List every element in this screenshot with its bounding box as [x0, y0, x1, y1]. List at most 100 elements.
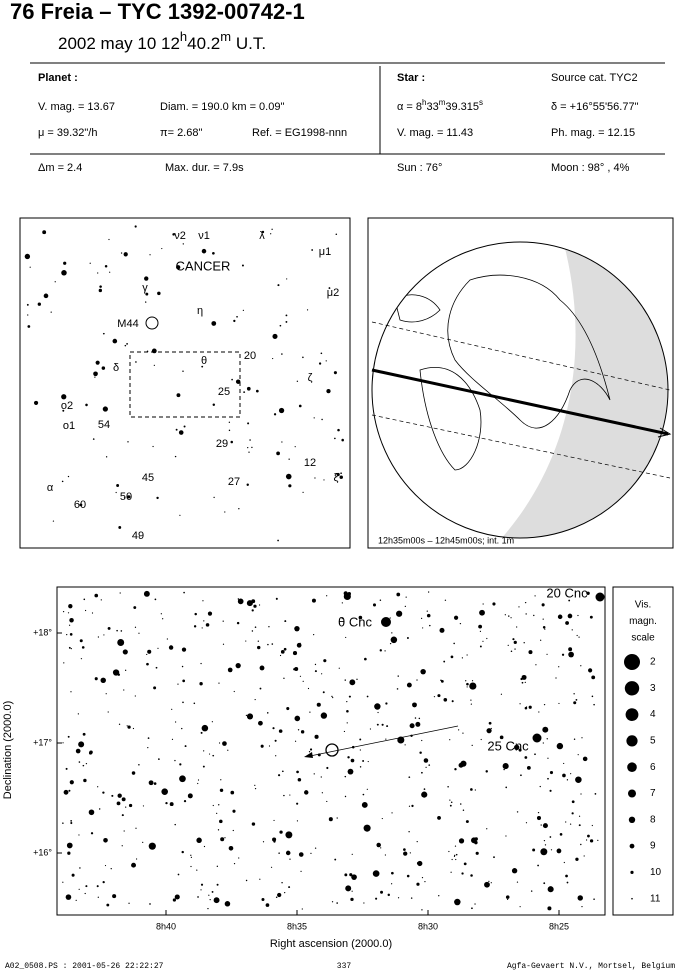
star — [286, 278, 288, 280]
star — [121, 797, 126, 802]
star — [246, 713, 254, 720]
star — [131, 771, 136, 775]
text-part: α = 8 — [397, 101, 422, 113]
star — [296, 802, 299, 805]
star — [462, 809, 465, 811]
star — [246, 483, 249, 486]
star — [281, 881, 283, 884]
star — [532, 848, 536, 852]
star — [196, 869, 198, 871]
star — [153, 686, 157, 690]
star — [88, 809, 95, 816]
star — [519, 906, 521, 908]
star — [363, 824, 371, 832]
star — [589, 615, 593, 619]
star — [316, 702, 321, 707]
star — [285, 831, 293, 839]
star — [260, 744, 264, 748]
star — [247, 447, 249, 449]
star — [258, 604, 261, 606]
star — [97, 272, 99, 274]
star — [557, 614, 563, 620]
star — [281, 353, 283, 355]
star — [299, 675, 302, 677]
star — [403, 851, 408, 856]
star — [197, 782, 199, 785]
star — [94, 593, 99, 598]
star — [109, 271, 111, 273]
star-label: 27 — [228, 476, 240, 488]
star — [83, 778, 87, 783]
star — [542, 625, 546, 629]
star — [233, 863, 236, 865]
legend-dot — [628, 789, 636, 798]
star — [266, 712, 269, 714]
star — [340, 472, 342, 475]
footer-left: A02_0508.PS : 2001-05-26 22:22:27 — [5, 962, 164, 971]
star — [335, 233, 338, 235]
star — [222, 643, 225, 645]
star — [314, 847, 317, 849]
star — [236, 621, 240, 625]
star — [380, 890, 384, 894]
legend-dot — [631, 897, 633, 900]
star — [112, 338, 118, 344]
star — [235, 379, 241, 384]
star — [555, 677, 557, 679]
star — [549, 770, 554, 775]
star — [296, 380, 299, 382]
star — [105, 456, 108, 458]
star — [222, 620, 224, 622]
star — [27, 314, 29, 316]
y-axis-title: Declination (2000.0) — [2, 701, 14, 799]
star — [525, 613, 527, 615]
star — [339, 475, 343, 479]
star — [212, 754, 215, 757]
star — [126, 725, 128, 727]
star — [300, 870, 302, 872]
star — [577, 754, 579, 756]
star — [470, 874, 473, 877]
star — [540, 824, 542, 826]
legend-title: scale — [631, 633, 655, 644]
footer-right: Agfa-Gevaert N.V., Mortsel, Belgium — [507, 962, 675, 971]
star — [174, 721, 177, 723]
star — [421, 791, 428, 798]
star — [128, 803, 133, 808]
star — [200, 883, 204, 886]
legend-dot — [629, 843, 635, 849]
star — [272, 727, 275, 730]
star — [490, 882, 492, 884]
star — [455, 858, 457, 861]
y-tick-label: +18° — [33, 627, 52, 637]
star — [281, 770, 284, 773]
star — [127, 725, 131, 729]
star — [254, 788, 257, 790]
star — [344, 795, 347, 798]
star — [270, 233, 272, 235]
star — [538, 711, 540, 713]
star — [492, 602, 496, 606]
star — [516, 811, 519, 813]
star — [562, 773, 566, 778]
star — [172, 233, 175, 236]
star — [414, 717, 417, 719]
superscript: h — [180, 29, 187, 44]
star — [89, 262, 91, 264]
star — [257, 640, 259, 642]
star — [190, 865, 192, 868]
star — [578, 815, 581, 817]
footer-center: 337 — [337, 962, 352, 971]
star — [593, 703, 595, 706]
star — [219, 819, 223, 824]
star — [283, 677, 285, 680]
star — [511, 868, 518, 874]
star — [27, 325, 31, 328]
star — [50, 311, 52, 313]
star — [123, 689, 125, 691]
star — [201, 627, 203, 629]
star — [521, 674, 527, 680]
star — [138, 763, 140, 766]
star — [450, 871, 452, 873]
star — [258, 720, 263, 726]
